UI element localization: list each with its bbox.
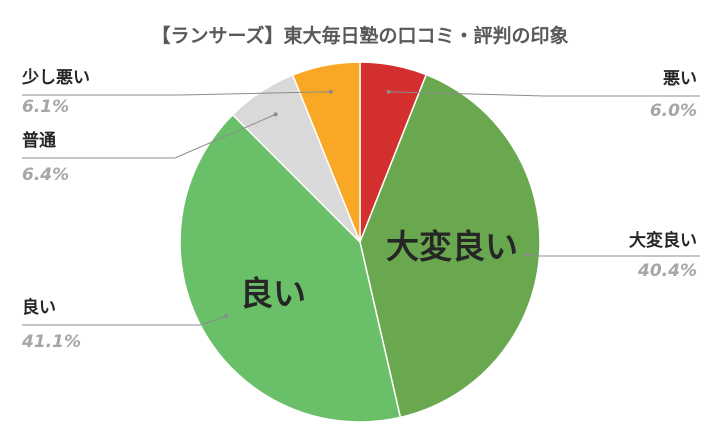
slice-inner-label: 良い [240,274,306,313]
slice-percent-label: 6.1% [22,97,69,117]
leader-dot-4 [273,112,278,117]
leader-line-2 [526,254,700,257]
leader-line-3 [22,315,227,326]
leader-line-4 [22,113,276,159]
slice-category-label: 普通 [22,130,56,151]
slice-percent-label: 6.0% [650,101,697,121]
slice-category-label: 良い [22,297,56,318]
leader-dot-1 [386,89,391,94]
leader-line-1 [388,91,700,97]
slice-category-label: 悪い [663,69,697,89]
leader-dot-5 [328,89,333,94]
slice-inner-label: 大変良い [386,227,518,266]
slice-category-label: 少し悪い [21,68,90,88]
pie-slice-3 [179,113,402,423]
leader-line-5 [22,91,331,96]
leader-dot-3 [224,314,229,319]
leader-lines [22,89,700,326]
pie-slice-5 [291,61,361,243]
leader-dot-2 [524,252,529,257]
pie-slices [179,61,541,423]
slice-percent-label: 41.1% [21,332,81,352]
slice-category-label: 大変良い [629,230,697,251]
slice-percent-label: 40.4% [637,261,697,281]
chart-title: 【ランサーズ】東大毎日塾の口コミ・評判の印象 [151,24,568,47]
slice-percent-label: 6.4% [22,165,69,185]
